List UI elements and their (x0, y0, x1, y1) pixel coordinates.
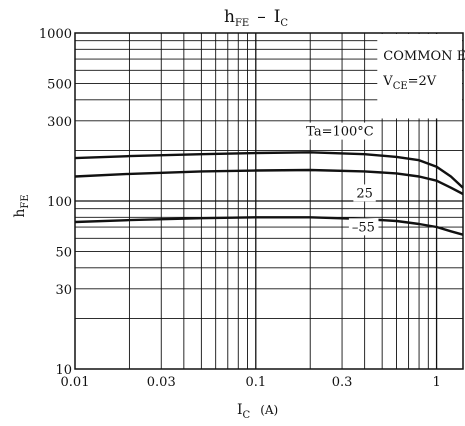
series-curves (74, 151, 464, 236)
y-tick-label: 300 (47, 115, 72, 130)
condition-common-emitter: COMMON EMITTER (383, 49, 465, 64)
y-axis-label: hFE (12, 194, 31, 217)
chart-title: hFE – IC (224, 7, 288, 29)
series-line-2 (74, 216, 464, 236)
y-tick-label: 10 (55, 363, 72, 378)
condition-vce-sub: CE (393, 81, 408, 92)
x-axis-label-main: I (237, 402, 243, 418)
x-tick-label: 1 (432, 375, 440, 390)
x-tick-labels: 0.01 0.03 0.1 0.3 1 (61, 375, 441, 390)
y-tick-label: 100 (47, 195, 72, 210)
condition-vce: VCE=2V (382, 74, 437, 92)
y-axis-label-sub: FE (20, 194, 31, 208)
x-tick-label: 0.1 (245, 375, 266, 390)
x-tick-label: 0.3 (332, 375, 353, 390)
y-tick-label: 30 (55, 283, 72, 298)
series-label-1: 25 (356, 186, 373, 201)
title-right-sub: C (280, 18, 288, 29)
series-label-bg-0 (303, 122, 369, 140)
title-right: I (274, 7, 281, 27)
x-axis-label: IC (A) (237, 402, 278, 421)
condition-vce-rest: =2V (408, 74, 437, 89)
condition-vce-main: V (382, 74, 393, 89)
y-tick-label: 500 (47, 78, 72, 93)
series-line-1 (74, 168, 464, 196)
plot-frame (74, 32, 464, 370)
series-line-0 (74, 151, 464, 189)
x-tick-label: 0.01 (61, 375, 90, 390)
y-tick-labels: 10 30 50 100 300 500 1000 (39, 27, 72, 378)
series-label-bg-1 (353, 184, 376, 202)
y-tick-label: 1000 (39, 27, 72, 42)
condition-box (377, 34, 462, 119)
title-main-sub: FE (235, 18, 249, 29)
series-label-bg-2 (348, 218, 379, 236)
x-tick-label: 0.03 (147, 375, 176, 390)
title-dash: – (257, 7, 266, 27)
y-axis-label-main: h (12, 209, 28, 218)
series-labels: Ta=100°C 25 –55 (303, 122, 379, 236)
x-axis-label-unit: (A) (260, 403, 278, 417)
series-label-0: Ta=100°C (306, 125, 374, 140)
x-axis-label-sub: C (243, 410, 251, 421)
title-main: h (224, 7, 235, 27)
y-tick-label: 50 (55, 246, 72, 261)
series-label-2: –55 (352, 220, 375, 235)
